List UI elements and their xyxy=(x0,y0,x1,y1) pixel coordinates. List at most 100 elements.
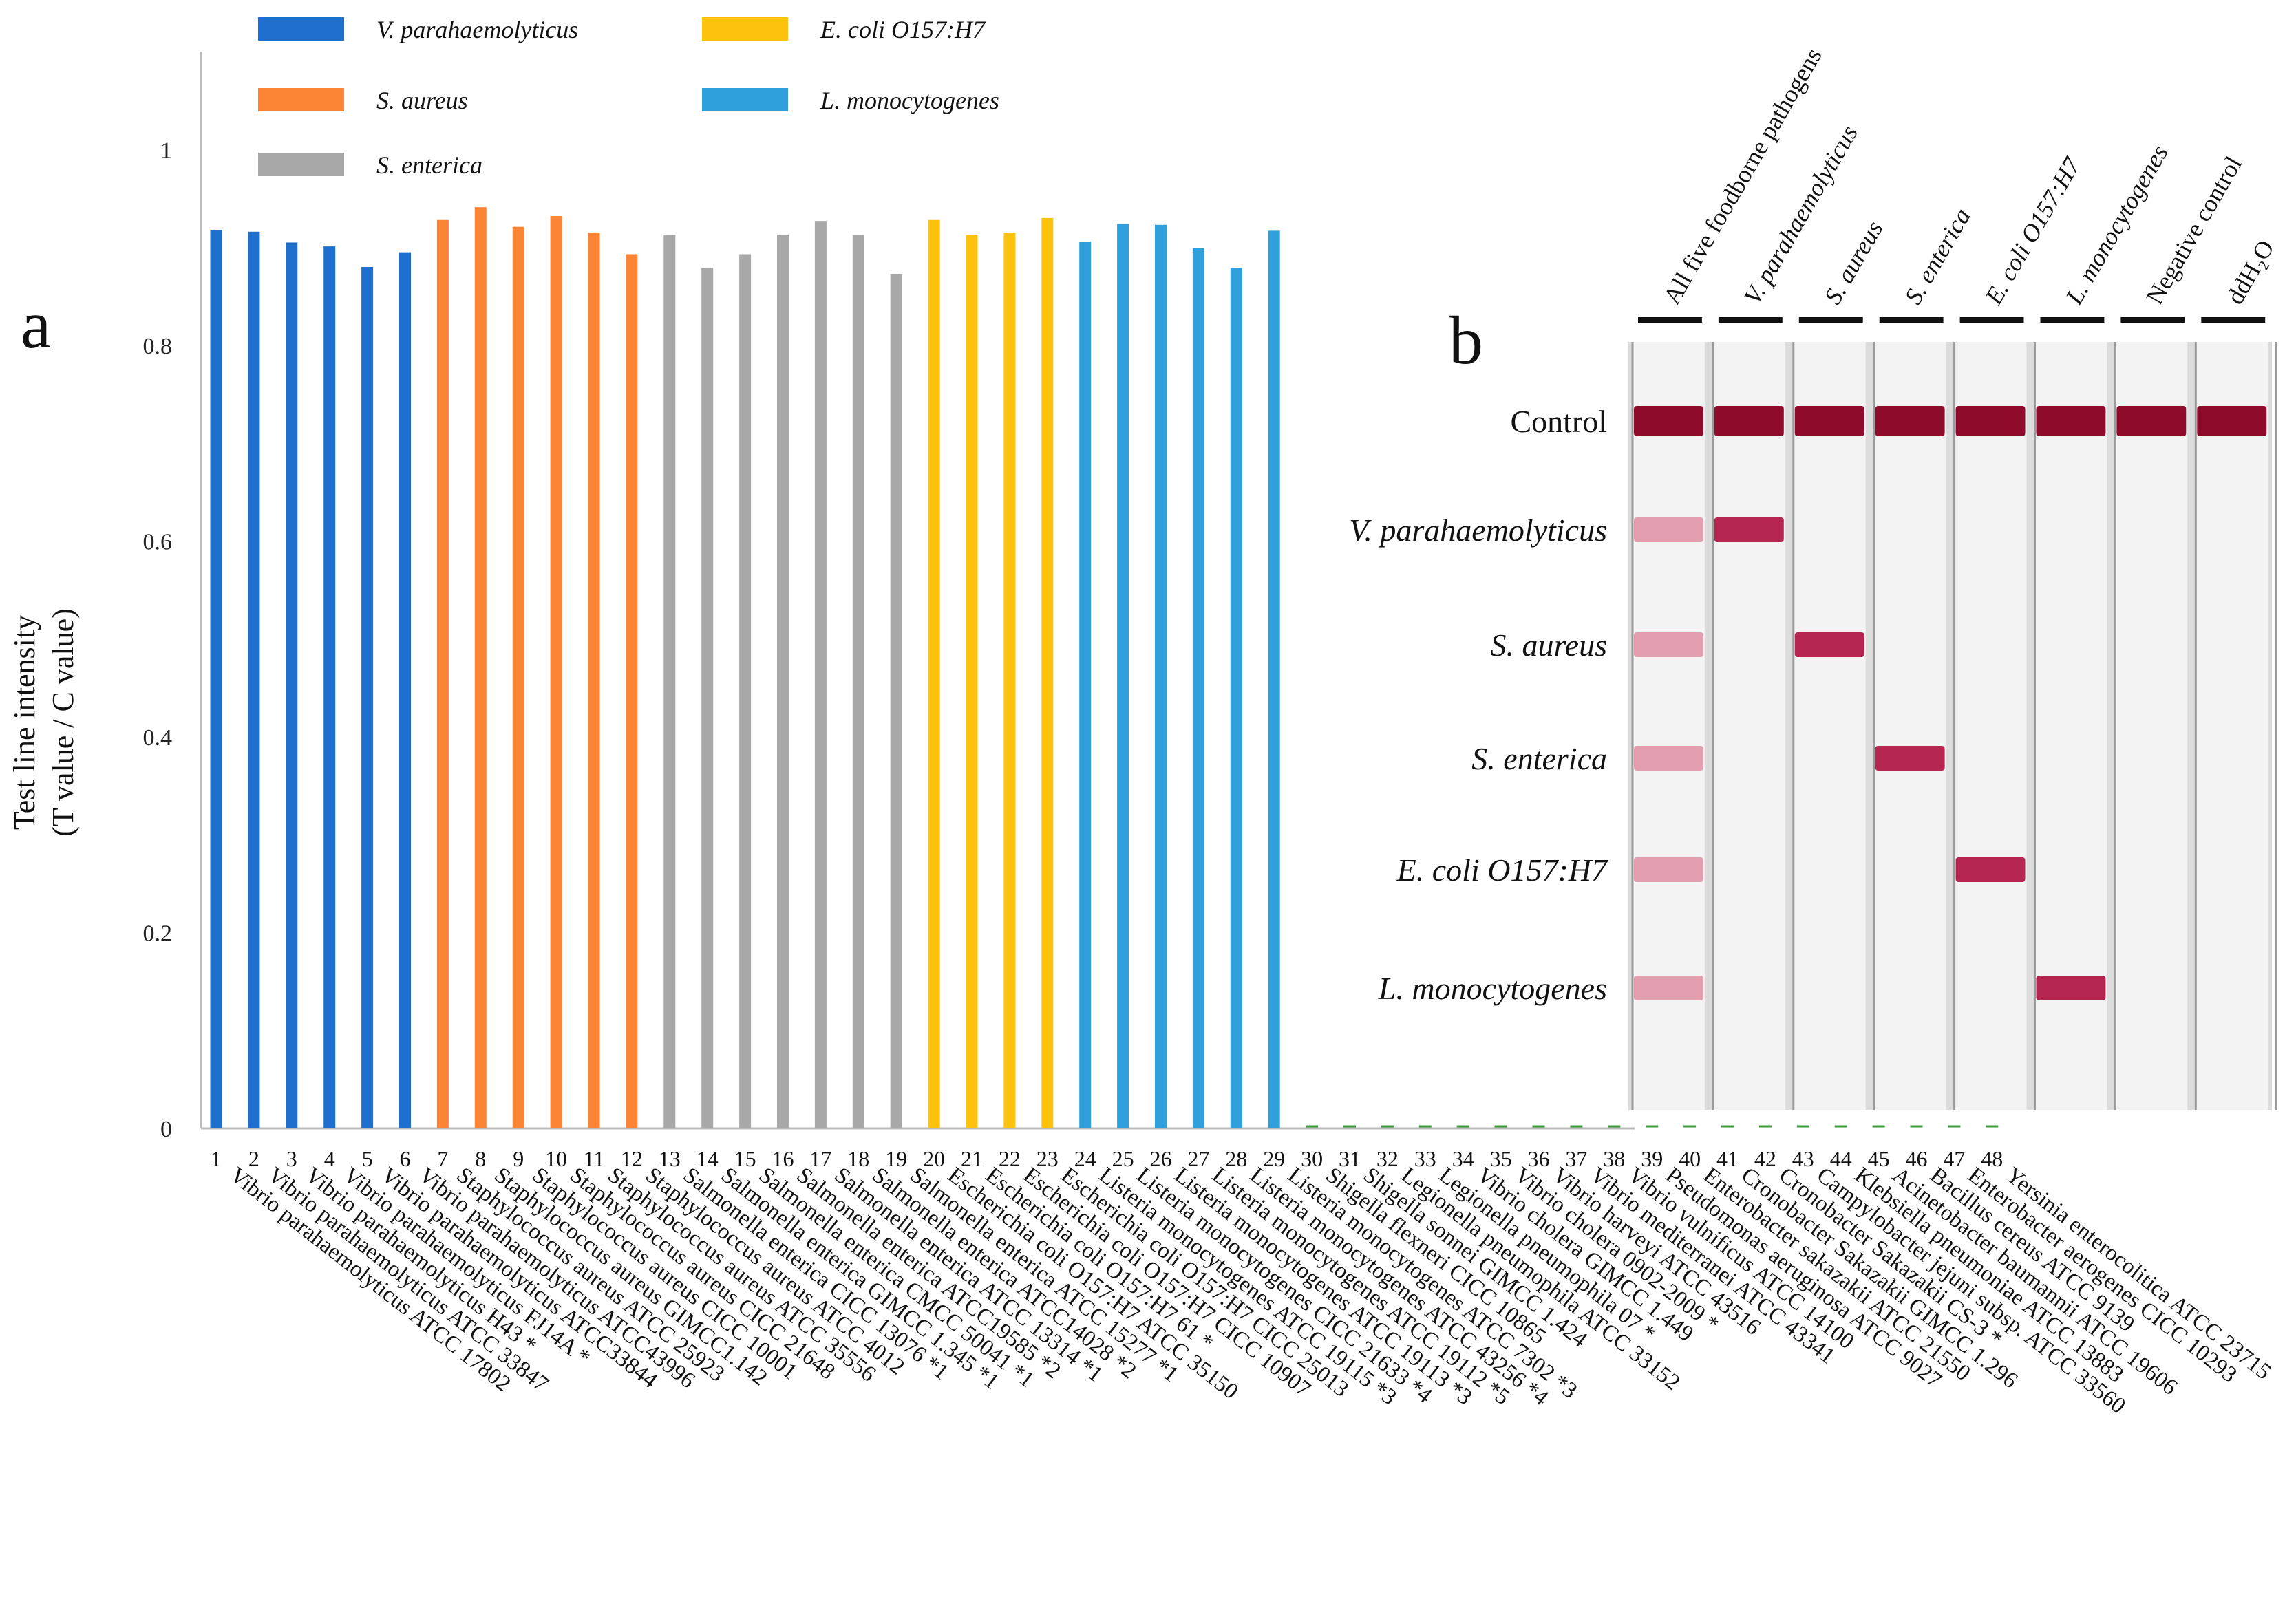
strip-band xyxy=(1634,406,1703,436)
bar xyxy=(966,235,978,1128)
x-tick-label: 10 xyxy=(545,1146,567,1171)
x-tick-label: 34 xyxy=(1452,1146,1474,1171)
x-tick-label: 4 xyxy=(324,1146,335,1171)
strip-row-label: S. enterica xyxy=(1471,741,1607,776)
strip-band xyxy=(1794,406,1864,436)
test-strip xyxy=(1712,342,1785,1110)
x-tick-label: 3 xyxy=(286,1146,297,1171)
x-tick-label: 24 xyxy=(1074,1146,1096,1171)
legend-label: L. monocytogenes xyxy=(820,87,999,114)
x-tick-label: 35 xyxy=(1490,1146,1512,1171)
strip-band xyxy=(1955,406,2026,436)
strip-header: ddH₂O xyxy=(2221,235,2279,309)
bar xyxy=(1192,248,1204,1129)
strip-row-label: S. aureus xyxy=(1490,627,1607,663)
bar xyxy=(399,252,411,1129)
strip-band xyxy=(1955,857,2026,882)
strip-band xyxy=(2116,406,2187,436)
bar xyxy=(1041,217,1054,1128)
strip-band xyxy=(1794,632,1864,657)
x-tick-label: 7 xyxy=(437,1146,448,1171)
panel-a-letter: a xyxy=(21,286,51,363)
strip-band xyxy=(2197,406,2267,436)
x-tick-label: 26 xyxy=(1150,1146,1172,1171)
x-tick-label: 22 xyxy=(999,1146,1021,1171)
strip-header: S. aureus xyxy=(1819,216,1889,309)
x-tick-label: 38 xyxy=(1603,1146,1625,1171)
legend-swatch xyxy=(258,17,344,41)
test-strip xyxy=(1954,342,2027,1110)
strip-row-labels: Control V. parahaemolyticus S. aureus S. en… xyxy=(1349,404,1608,1006)
y-ticks: 0 0.2 0.4 0.6 0.8 1 xyxy=(143,138,173,1142)
x-tick-label: 13 xyxy=(659,1146,681,1171)
x-tick-label: 37 xyxy=(1565,1146,1587,1171)
y-tick-label: 0.6 xyxy=(143,529,173,555)
y-axis-title-line2: (T value / C value) xyxy=(46,608,80,837)
bar xyxy=(1155,224,1167,1128)
bar xyxy=(588,233,600,1128)
x-tick-label: 19 xyxy=(885,1146,907,1171)
strip-band xyxy=(1714,406,1784,436)
bar xyxy=(436,219,449,1128)
bar xyxy=(890,273,902,1128)
strip-band xyxy=(2036,976,2106,1000)
x-tick-label: 14 xyxy=(697,1146,719,1171)
y-tick-label: 1 xyxy=(160,138,172,163)
strip-row-label: Control xyxy=(1510,404,1607,439)
y-tick-label: 0.4 xyxy=(143,725,173,751)
x-tick-label: 6 xyxy=(400,1146,411,1171)
legend-swatch xyxy=(258,88,344,111)
bar xyxy=(663,235,676,1128)
x-tick-label: 8 xyxy=(475,1146,486,1171)
x-tick-label: 36 xyxy=(1528,1146,1550,1171)
bars xyxy=(210,207,1999,1129)
strip-band xyxy=(1634,746,1703,771)
strip-band xyxy=(2036,406,2106,436)
bar xyxy=(626,254,638,1129)
bar xyxy=(852,235,864,1128)
legend-swatch xyxy=(702,17,788,41)
bar xyxy=(1117,224,1129,1128)
x-tick-label: 25 xyxy=(1112,1146,1134,1171)
strip-band xyxy=(1634,517,1703,542)
y-axis-title-line1: Test line intensity xyxy=(8,615,41,830)
strip-band xyxy=(1714,517,1784,542)
bar xyxy=(701,268,714,1128)
y-tick-label: 0.2 xyxy=(143,921,173,946)
x-tick-label: 5 xyxy=(362,1146,373,1171)
strip-row-label: L. monocytogenes xyxy=(1378,971,1607,1006)
x-tick-label: 46 xyxy=(1906,1146,1928,1171)
test-strip xyxy=(2115,342,2188,1110)
legend-label: S. aureus xyxy=(376,87,468,114)
bar xyxy=(474,207,487,1128)
bar xyxy=(1268,230,1280,1128)
x-tick-label: 45 xyxy=(1868,1146,1890,1171)
x-tick-label: 39 xyxy=(1641,1146,1663,1171)
x-tick-label: 17 xyxy=(809,1146,831,1171)
bar xyxy=(550,216,562,1128)
strip-band xyxy=(1634,857,1703,882)
x-tick-label: 23 xyxy=(1037,1146,1059,1171)
panel-b-letter: b xyxy=(1449,302,1483,378)
legend-swatch xyxy=(702,88,788,111)
strip-band xyxy=(1634,976,1703,1000)
bar xyxy=(1230,268,1242,1128)
strip-band xyxy=(1634,632,1703,657)
x-tick-label: 1 xyxy=(211,1146,222,1171)
x-tick-label: 30 xyxy=(1301,1146,1323,1171)
y-tick-label: 0 xyxy=(160,1117,172,1142)
bar xyxy=(814,221,827,1128)
test-strip xyxy=(1793,342,1866,1110)
x-tick-label: 40 xyxy=(1679,1146,1701,1171)
strip-row-label: V. parahaemolyticus xyxy=(1349,513,1607,548)
x-tick-label: 28 xyxy=(1225,1146,1247,1171)
x-tick-labels: 1 2 3 4 5 6 7 8 9 10 11 12 13 14 15 16 17 18 19 20 21 22 23 24 2… xyxy=(211,1146,2003,1171)
bar xyxy=(739,254,752,1129)
y-tick-label: 0.8 xyxy=(143,334,173,359)
x-tick-label: 48 xyxy=(1981,1146,2003,1171)
x-tick-label: 42 xyxy=(1754,1146,1776,1171)
bar xyxy=(1003,233,1016,1128)
bar xyxy=(777,235,789,1128)
